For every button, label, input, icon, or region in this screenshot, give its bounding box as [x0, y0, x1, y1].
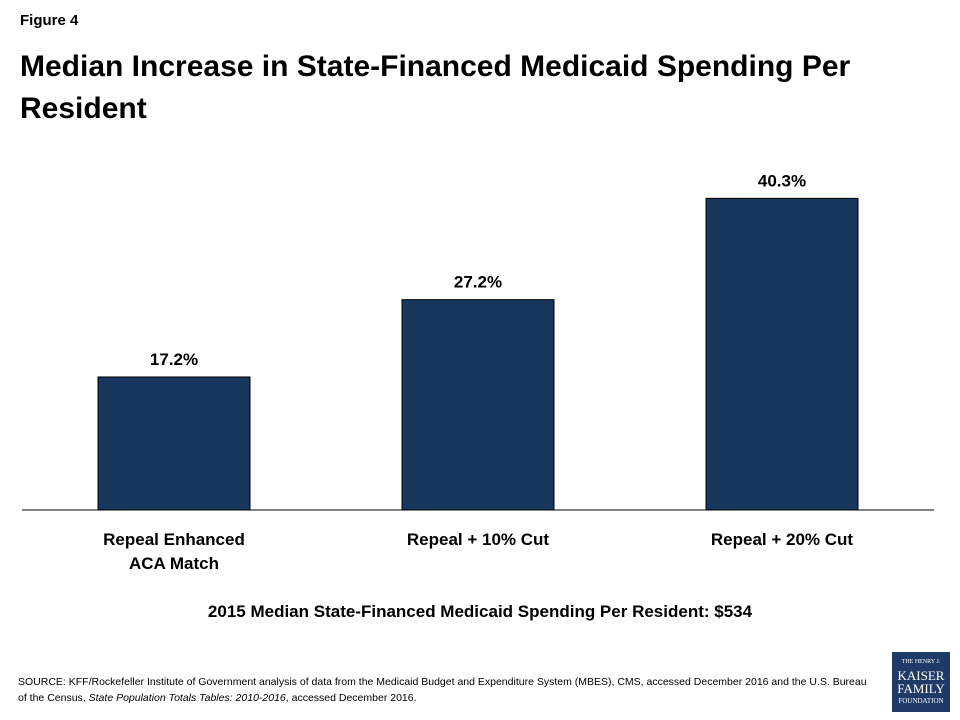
source-italic: State Population Totals Tables: 2010-201…: [88, 692, 286, 704]
data-label: 27.2%: [454, 273, 502, 292]
logo-text: THE HENRY J.: [901, 659, 941, 665]
logo: THE HENRY J. KAISER FAMILY FOUNDATION: [892, 652, 950, 712]
x-tick-label: Repeal Enhanced ACA Match: [103, 530, 245, 573]
logo-text: KAISER: [897, 668, 945, 683]
data-label: 40.3%: [758, 171, 806, 190]
data-label: 17.2%: [150, 350, 198, 369]
figure-label: Figure 4: [20, 12, 79, 29]
bar: [97, 376, 251, 511]
chart-note: 2015 Median State-Financed Medicaid Spen…: [207, 602, 753, 621]
source: SOURCE: KFF/Rockefeller Institute of Gov…: [18, 674, 878, 706]
logo-text: FOUNDATION: [898, 697, 944, 705]
source-text: , accessed December 2016.: [285, 692, 417, 704]
x-tick-label: Repeal + 20% Cut: [710, 530, 854, 549]
chart: 17.2% 27.2% 40.3%: [22, 171, 934, 511]
bar: [705, 197, 859, 511]
bar: [401, 299, 555, 511]
source-text: SOURCE: KFF/Rockefeller Institute of Gov…: [18, 676, 867, 704]
x-tick-label: Repeal + 10% Cut: [406, 530, 550, 549]
logo-text: FAMILY: [897, 681, 945, 696]
chart-title: Median Increase in State-Financed Medica…: [20, 50, 851, 125]
